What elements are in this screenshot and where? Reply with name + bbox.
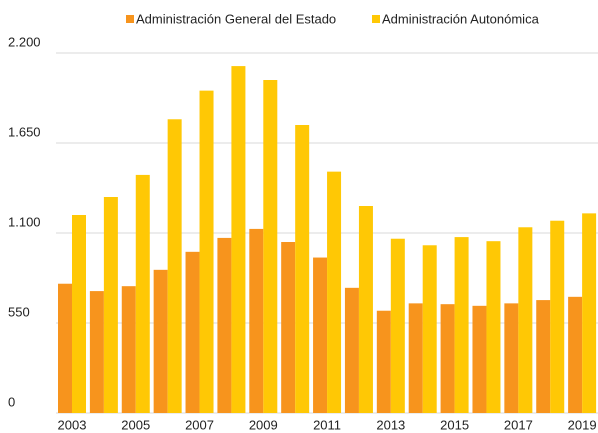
bar — [249, 228, 264, 413]
bar — [582, 213, 597, 413]
bar — [390, 238, 405, 413]
x-tick-label: 2011 — [313, 417, 341, 432]
bar — [217, 237, 232, 413]
legend-label: Administración General del Estado — [136, 11, 336, 26]
bar — [344, 287, 359, 413]
bar — [199, 90, 214, 414]
bar — [185, 251, 200, 413]
legend-label: Administración Autonómica — [382, 11, 540, 26]
bar — [58, 283, 72, 413]
bar — [135, 174, 150, 413]
bar — [327, 171, 342, 413]
bar — [536, 300, 551, 413]
bar — [440, 304, 455, 413]
x-tick-label: 2009 — [249, 417, 278, 432]
bar — [504, 303, 519, 413]
y-tick-label: 0 — [8, 394, 15, 409]
y-tick-label: 2.200 — [8, 34, 41, 49]
x-tick-label: 2003 — [58, 417, 87, 432]
bar — [72, 215, 86, 413]
x-tick-label: 2005 — [121, 417, 150, 432]
bar — [486, 241, 501, 413]
bar — [103, 197, 118, 413]
x-tick-label: 2015 — [440, 417, 469, 432]
x-tick-label: 2007 — [185, 417, 214, 432]
y-tick-label: 1.650 — [8, 124, 41, 139]
bar — [358, 206, 373, 413]
bar — [550, 220, 565, 413]
bar — [408, 303, 423, 413]
bar — [568, 296, 583, 413]
bar — [153, 269, 168, 413]
x-tick-label: 2017 — [504, 417, 533, 432]
bar — [518, 227, 533, 413]
bar — [231, 66, 246, 413]
bar — [376, 310, 391, 413]
bar — [121, 286, 136, 413]
bar — [472, 305, 487, 413]
bar — [281, 242, 296, 413]
bar — [89, 291, 104, 413]
x-tick-label: 2019 — [568, 417, 597, 432]
bar — [295, 125, 310, 413]
bar — [422, 245, 437, 413]
x-tick-label: 2013 — [376, 417, 405, 432]
legend-swatch — [372, 15, 380, 23]
y-tick-label: 1.100 — [8, 214, 41, 229]
y-tick-label: 550 — [8, 304, 30, 319]
bar — [263, 80, 278, 413]
bar — [167, 119, 182, 413]
legend-swatch — [126, 15, 134, 23]
bar — [313, 257, 328, 413]
bar — [454, 237, 469, 413]
